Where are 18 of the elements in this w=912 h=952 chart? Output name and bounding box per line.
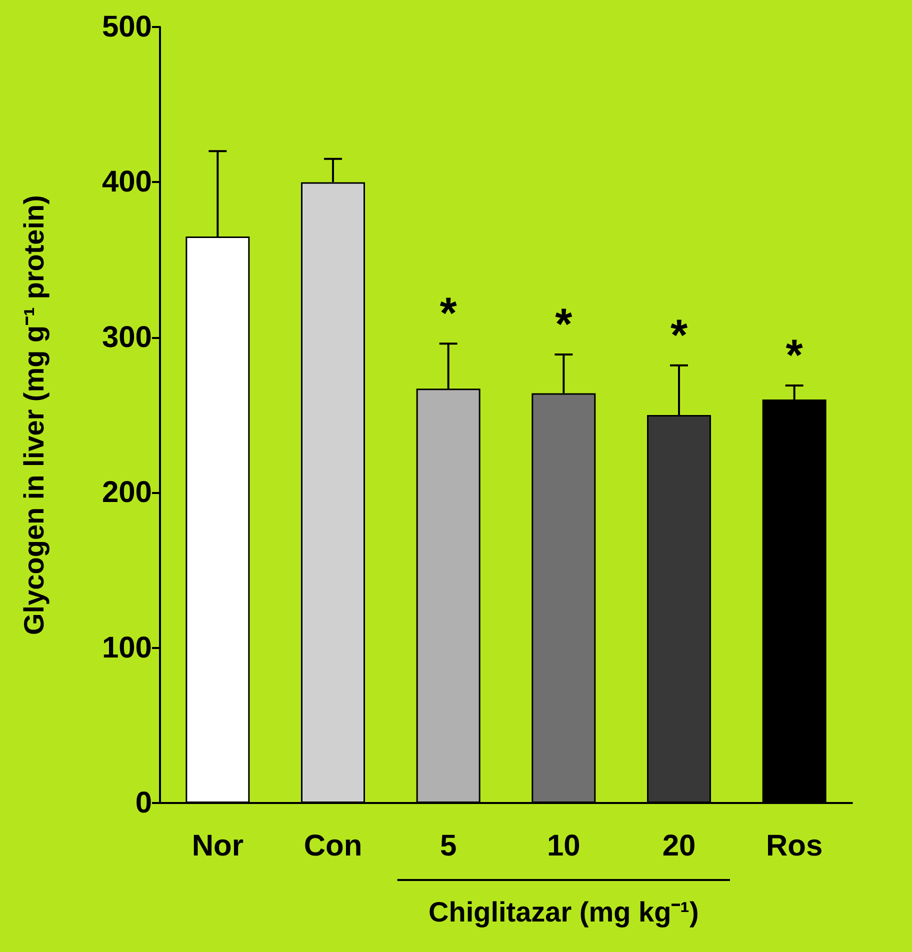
y-tick-label: 200 <box>102 476 152 510</box>
y-tick-label: 300 <box>102 320 152 354</box>
text: Chiglitazar (mg kg⁻¹) <box>428 896 699 928</box>
y-axis-title: Glycogen in liver (mg g⁻¹ protein) <box>18 195 50 635</box>
annotation: * <box>786 331 804 380</box>
y-tick-label: 500 <box>102 10 152 44</box>
x-tick-label: Nor <box>192 830 244 862</box>
annotation: * <box>670 310 688 360</box>
x-tick-label: Con <box>304 830 362 862</box>
x-tick-label: Ros <box>766 830 823 862</box>
x-tick-label: 5 <box>440 830 457 862</box>
y-tick-label: 100 <box>102 631 152 664</box>
annotation: * <box>555 300 574 349</box>
y-tick-label: 0 <box>135 786 152 820</box>
x-tick-label: 10 <box>546 830 580 862</box>
y-tick-label: 400 <box>102 166 152 199</box>
annotation: * <box>440 289 458 338</box>
x-tick-label: 20 <box>662 830 696 862</box>
